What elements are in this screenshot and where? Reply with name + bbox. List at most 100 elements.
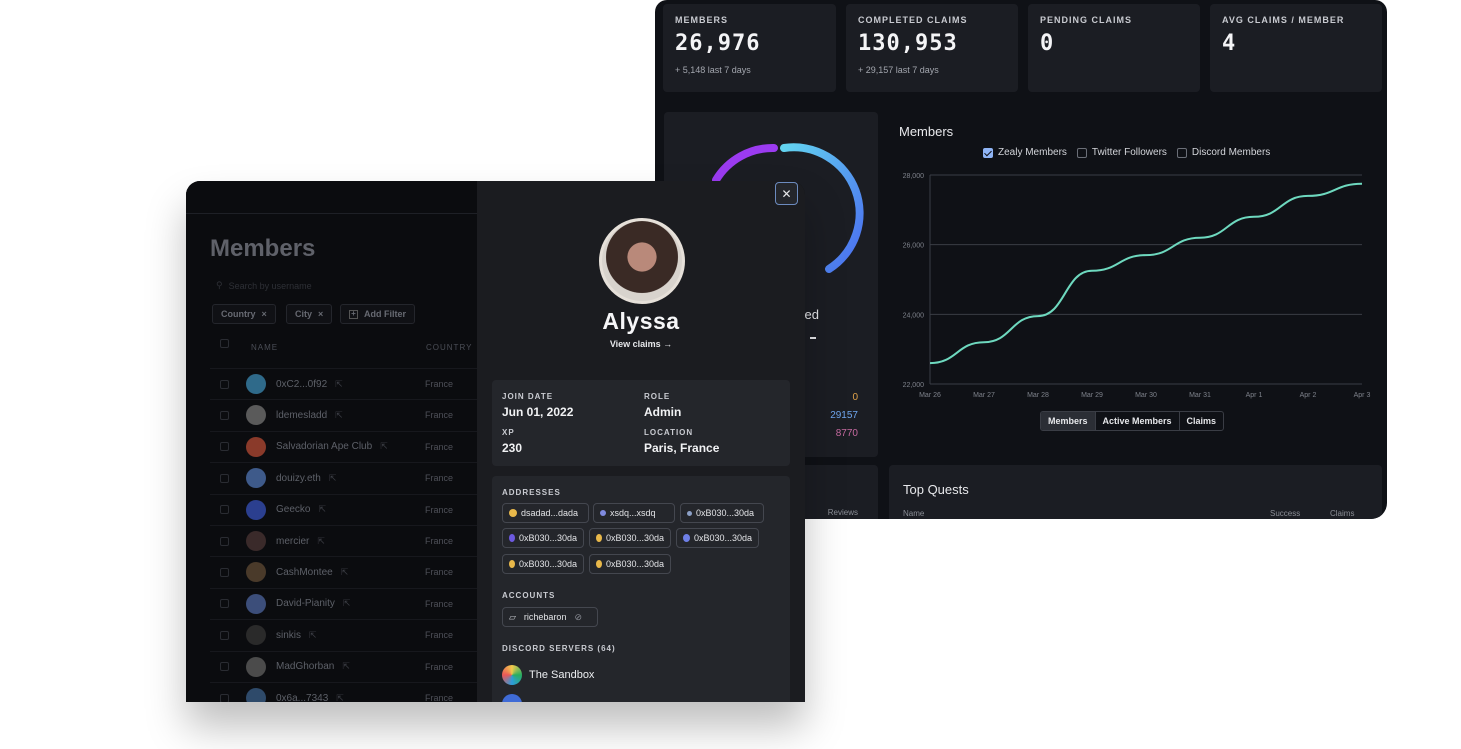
select-all-checkbox[interactable] (220, 339, 229, 348)
row-checkbox[interactable] (220, 505, 229, 515)
search-icon: ⚲ (216, 280, 223, 290)
search-input[interactable]: ⚲ Search by username (216, 280, 312, 291)
member-name[interactable]: MadGhorban (276, 661, 335, 673)
external-link-icon[interactable]: ⇱ (328, 472, 337, 483)
members-window: Members ⚲ Search by username Country × Ci… (186, 181, 805, 702)
table-row[interactable]: douizy.eth ⇱ France (210, 462, 477, 493)
external-link-icon[interactable]: ⇱ (335, 378, 343, 389)
table-row[interactable]: mercier ⇱ France (210, 525, 477, 556)
add-filter-button[interactable]: + Add Filter (340, 304, 415, 324)
y-tick-label: 28,000 (903, 173, 925, 180)
table-row[interactable]: 0x6a...7343 ⇱ France (210, 682, 477, 702)
filter-chip-city[interactable]: City × (286, 304, 333, 324)
external-link-icon[interactable]: ⇱ (318, 504, 327, 515)
stat-card-members: MEMBERS 26,976 + 5,148 last 7 days (663, 4, 836, 92)
table-row[interactable]: MadGhorban ⇱ France (210, 650, 477, 682)
tab-members[interactable]: Members (1041, 412, 1096, 430)
avatar (599, 218, 685, 304)
address-chip[interactable]: 0xB030...30da (680, 503, 764, 523)
row-checkbox[interactable] (220, 630, 229, 640)
view-claims-link[interactable]: View claims → (609, 339, 673, 349)
member-name[interactable]: Geecko (276, 504, 311, 516)
col-name: Name (903, 509, 925, 518)
series-line (929, 182, 1363, 365)
stat-card-completed-claims: COMPLETED CLAIMS 130,953 + 29,157 last 7… (846, 4, 1018, 92)
member-country: France (425, 598, 454, 609)
close-icon[interactable]: × (261, 309, 267, 319)
address-chip[interactable]: 0xB030...30da (502, 554, 584, 574)
external-link-icon[interactable]: ⇱ (340, 566, 349, 577)
member-name[interactable]: CashMontee (276, 566, 333, 578)
external-link-icon[interactable]: ⇱ (335, 409, 343, 420)
member-name[interactable]: mercier (276, 535, 310, 547)
legend-zealy-members[interactable]: Zealy Members (983, 147, 1067, 158)
row-checkbox[interactable] (220, 536, 229, 546)
discord-server-item[interactable]: The Sandbox (502, 665, 594, 685)
row-checkbox[interactable] (220, 379, 229, 389)
member-name[interactable]: Salvadorian Ape Club (276, 441, 373, 453)
row-checkbox[interactable] (220, 693, 229, 702)
stat-value: 26,976 (675, 31, 761, 56)
table-row[interactable]: Salvadorian Ape Club ⇱ France (210, 430, 477, 462)
legend-discord-members[interactable]: Discord Members (1176, 147, 1270, 158)
member-name[interactable]: douizy.eth (276, 472, 321, 484)
member-country: France (425, 536, 454, 546)
table-row[interactable]: CashMontee ⇱ France (210, 556, 477, 587)
table-row[interactable]: 0xC2...0f92 ⇱ France (210, 368, 477, 399)
sandbox-logo-icon (502, 665, 522, 685)
legend-checkbox[interactable] (983, 147, 993, 158)
close-icon: ✕ (781, 186, 792, 201)
table-row[interactable]: Geecko ⇱ France (210, 493, 477, 525)
address-chip[interactable]: 0xB030...30da (502, 528, 584, 548)
address-chip[interactable]: dsadad...dada (502, 503, 589, 523)
x-tick-label: Mar 27 (973, 392, 995, 399)
table-row[interactable]: ldemesladd ⇱ France (210, 399, 477, 430)
row-checkbox[interactable] (220, 410, 229, 420)
row-checkbox[interactable] (220, 662, 229, 672)
address-chip[interactable]: 0xB030...30da (589, 528, 671, 548)
avatar (246, 531, 266, 551)
address-chip[interactable]: xsdq...xsdq (593, 503, 675, 523)
avatar (246, 374, 266, 394)
x-tick-label: Mar 26 (919, 392, 941, 399)
member-name[interactable]: 0x6a...7343 (276, 692, 329, 703)
row-checkbox[interactable] (220, 567, 229, 577)
external-link-icon[interactable]: ⇱ (336, 692, 344, 703)
members-list-pane: Members ⚲ Search by username Country × Ci… (186, 181, 477, 702)
discord-server-item[interactable] (502, 694, 522, 702)
member-country: France (425, 473, 454, 484)
close-icon[interactable]: × (318, 309, 324, 319)
accounts-label: ACCOUNTS (502, 591, 556, 600)
member-name[interactable]: David-Pianity (276, 598, 335, 610)
legend-checkbox[interactable] (1076, 147, 1087, 158)
row-checkbox[interactable] (220, 442, 229, 452)
members-line-chart: 22,000 24,000 26,000 28,000 Mar 26 Mar 27 Mar … (903, 173, 1371, 399)
account-chip[interactable]: ▱ richebaron ⊘ (502, 607, 598, 627)
xp-label: XP (502, 428, 515, 437)
external-link-icon[interactable]: ⇱ (380, 441, 388, 452)
member-name[interactable]: sinkis (276, 629, 302, 641)
x-tick-label: Apr 3 (1354, 392, 1371, 399)
external-link-icon[interactable]: ⇱ (317, 535, 325, 546)
table-row[interactable]: sinkis ⇱ France (210, 619, 477, 650)
row-checkbox[interactable] (220, 599, 229, 609)
filter-chip-country[interactable]: Country × (212, 304, 276, 324)
close-button[interactable]: ✕ (775, 182, 798, 205)
stat-label: AVG CLAIMS / MEMBER (1222, 15, 1345, 25)
member-name[interactable]: 0xC2...0f92 (276, 378, 328, 390)
legend-checkbox[interactable] (1176, 147, 1187, 158)
table-row[interactable]: David-Pianity ⇱ France (210, 587, 477, 619)
member-name[interactable]: ldemesladd (276, 409, 328, 421)
external-link-icon[interactable]: ⇱ (309, 629, 317, 640)
top-quests-title: Top Quests (903, 482, 969, 497)
tab-claims[interactable]: Claims (1186, 416, 1217, 426)
address-chip[interactable]: 0xB030...30da (676, 528, 759, 548)
avatar (246, 436, 266, 457)
legend-twitter-followers[interactable]: Twitter Followers (1076, 147, 1167, 158)
external-link-icon[interactable]: ⇱ (342, 661, 350, 672)
row-checkbox[interactable] (220, 473, 229, 483)
address-chip[interactable]: 0xB030...30da (589, 554, 671, 574)
stat-label: MEMBERS (675, 15, 729, 25)
tab-active-members[interactable]: Active Members (1096, 412, 1180, 430)
external-link-icon[interactable]: ⇱ (342, 598, 351, 609)
